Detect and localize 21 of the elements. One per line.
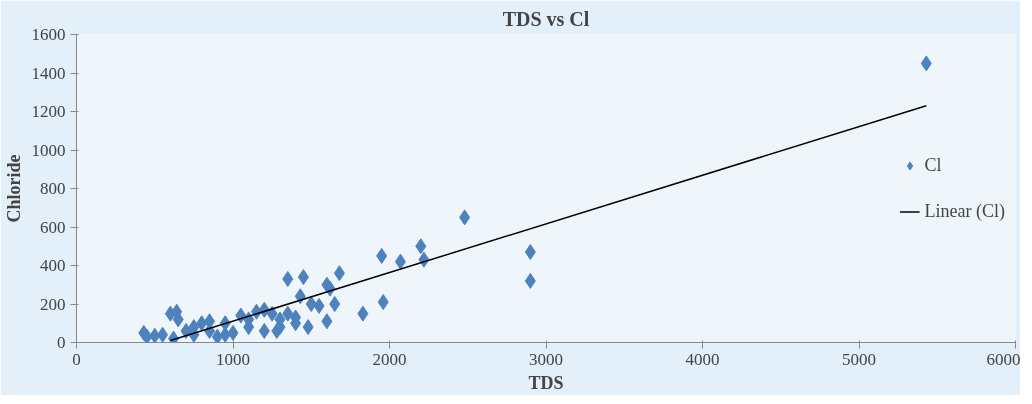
x-tick-label: 6000 <box>986 349 1021 369</box>
x-tick-label: 5000 <box>842 349 876 369</box>
chart-title: TDS vs Cl <box>502 7 590 30</box>
y-tick-label: 1200 <box>31 102 66 121</box>
x-tick-label: 2000 <box>372 349 407 369</box>
legend-label: Cl <box>924 154 943 176</box>
y-tick-label: 400 <box>40 256 66 275</box>
x-tick-label: 0 <box>72 349 81 369</box>
y-tick-label: 1400 <box>31 63 66 83</box>
y-tick-label: 1600 <box>31 25 66 44</box>
legend-label: Linear (Cl) <box>924 200 1005 222</box>
y-tick-label: 200 <box>40 294 66 314</box>
x-tick-label: 1000 <box>216 349 250 369</box>
x-tick-label: 4000 <box>685 349 720 369</box>
y-tick-label: 800 <box>40 179 66 198</box>
y-axis-title: Chloride <box>3 154 24 223</box>
y-tick-label: 600 <box>40 217 66 237</box>
y-tick-label: 1000 <box>31 140 66 160</box>
x-axis-title: TDS <box>528 372 564 393</box>
y-tick-label: 0 <box>57 333 66 352</box>
x-tick-label: 3000 <box>529 349 563 369</box>
